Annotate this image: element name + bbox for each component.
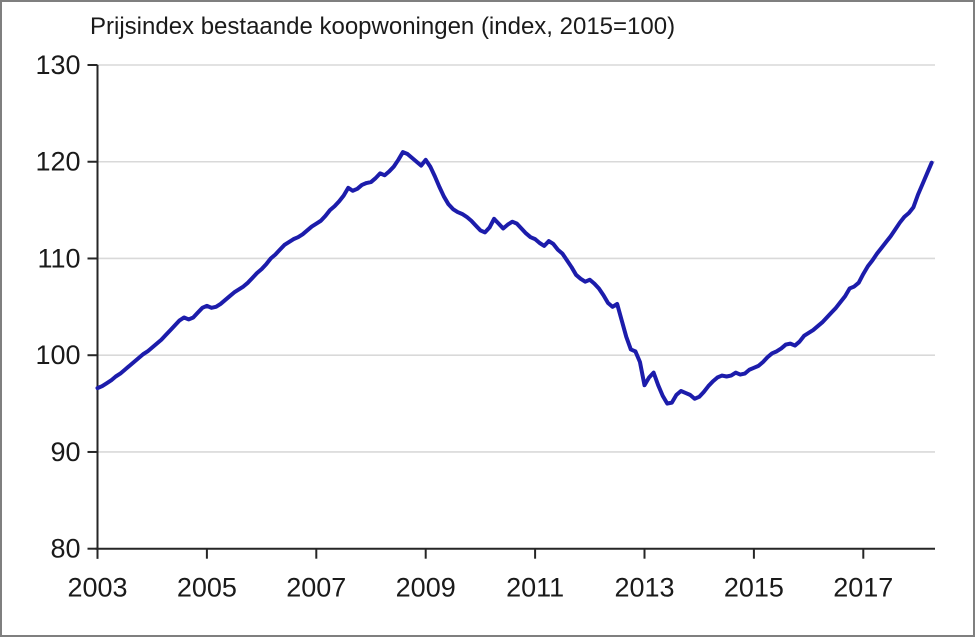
x-tick-label-2011: 2011 xyxy=(506,573,564,603)
y-tick-label-100: 100 xyxy=(35,340,80,370)
x-tick-label-2013: 2013 xyxy=(614,573,674,603)
y-tick-label-80: 80 xyxy=(50,534,80,564)
x-tick-label-2017: 2017 xyxy=(833,573,893,603)
x-tick-label-2003: 2003 xyxy=(67,573,127,603)
y-tick-label-130: 130 xyxy=(35,50,80,80)
price-index-line xyxy=(95,150,934,406)
y-tick-label-90: 90 xyxy=(50,437,80,467)
x-tick-label-2007: 2007 xyxy=(286,573,346,603)
y-tick-label-110: 110 xyxy=(37,243,80,273)
chart-title: Prijsindex bestaande koopwoningen (index… xyxy=(90,13,676,40)
x-tick-label-2005: 2005 xyxy=(177,573,237,603)
x-tick-label-2015: 2015 xyxy=(724,573,784,603)
y-tick-label-120: 120 xyxy=(35,147,80,177)
x-tick-label-2009: 2009 xyxy=(396,573,456,603)
